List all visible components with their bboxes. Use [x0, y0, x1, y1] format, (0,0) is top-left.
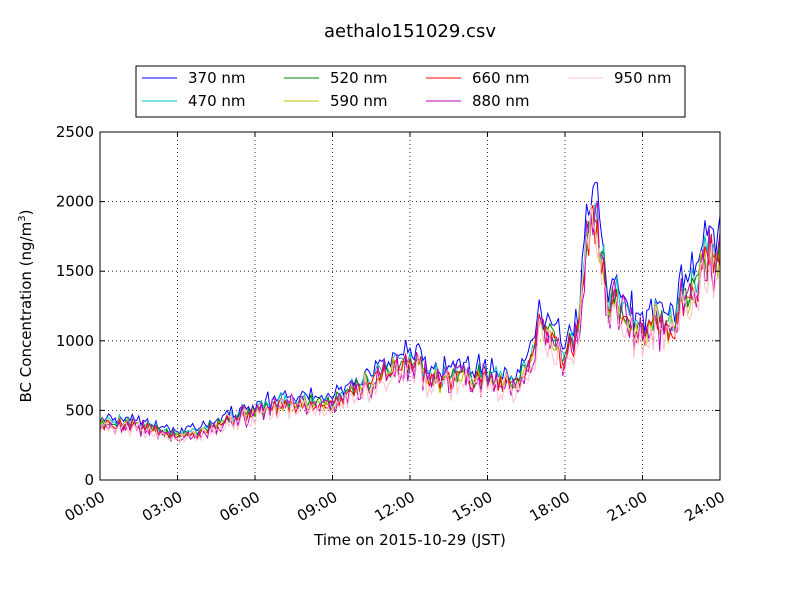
legend-label: 950 nm: [614, 69, 672, 87]
legend: 370 nm 470 nm 520 nm 590 nm 660 nm 880 nm 950 …: [135, 65, 686, 118]
y-tick-label: 500: [65, 401, 94, 419]
legend-frame: [135, 65, 686, 118]
x-tick-label: 09:00: [294, 488, 340, 525]
grid: [100, 132, 720, 480]
x-tick-label: 21:00: [604, 488, 650, 525]
legend-label: 470 nm: [188, 92, 246, 110]
legend-label: 370 nm: [188, 69, 246, 87]
series-line-950-nm: [100, 205, 720, 445]
x-axis-label: Time on 2015-10-29 (JST): [313, 531, 506, 549]
legend-label: 520 nm: [330, 69, 388, 87]
legend-label: 590 nm: [330, 92, 388, 110]
series-lines: [100, 182, 720, 445]
y-axis-label-close: ): [17, 210, 35, 216]
y-tick-label: 2500: [56, 123, 94, 141]
y-axis-label: BC Concentration (ng/m3): [17, 210, 35, 403]
x-tick-label: 00:00: [62, 488, 108, 525]
y-tick-label: 1000: [56, 332, 94, 350]
legend-label: 880 nm: [472, 92, 530, 110]
x-tick-label: 24:00: [682, 488, 728, 525]
y-tick-label: 2000: [56, 193, 94, 211]
x-tick-label: 12:00: [372, 488, 418, 525]
x-tick-label: 18:00: [527, 488, 573, 525]
chart-title: aethalo151029.csv: [324, 21, 496, 42]
x-tick-label: 06:00: [217, 488, 263, 525]
x-tick-label: 03:00: [139, 488, 185, 525]
x-tick-label: 15:00: [449, 488, 495, 525]
y-axis-label-superscript: 3: [17, 215, 28, 221]
legend-label: 660 nm: [472, 69, 530, 87]
y-tick-label: 0: [84, 471, 94, 489]
y-axis-label-main: BC Concentration (ng/m: [17, 222, 35, 403]
y-tick-label: 1500: [56, 262, 94, 280]
series-line-370-nm: [100, 182, 720, 435]
y-axis: 0 500 1000 1500 2000 2500: [56, 123, 720, 489]
